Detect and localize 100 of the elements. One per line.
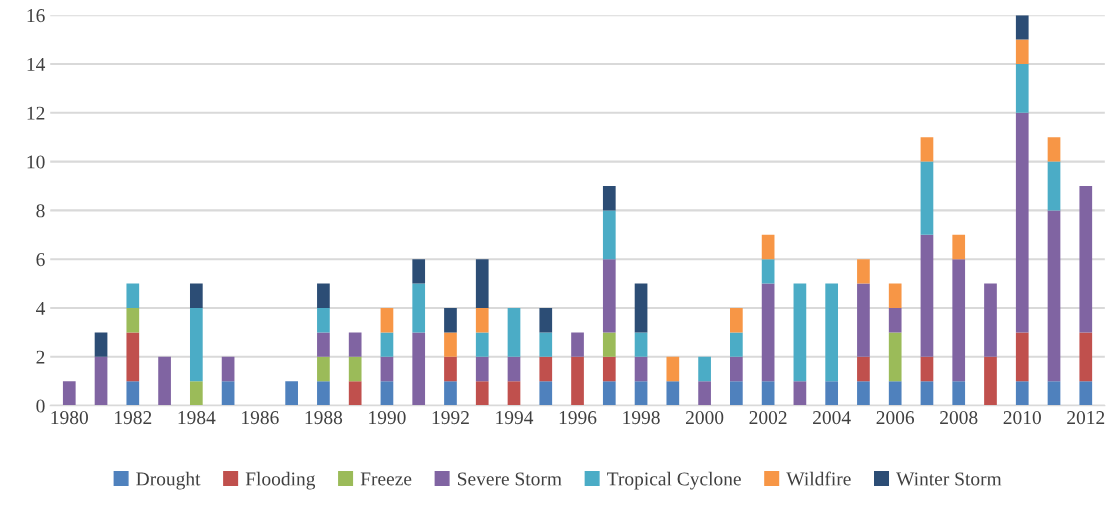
- bar: [857, 259, 870, 284]
- bar: [857, 381, 870, 406]
- bar: [1079, 186, 1093, 333]
- bar: [507, 308, 521, 357]
- bar: [825, 283, 839, 382]
- bar: [285, 381, 298, 406]
- legend-label: Severe Storm: [458, 472, 562, 486]
- y-tick-label: 16: [27, 9, 45, 23]
- bar: [126, 308, 140, 333]
- bar: [984, 283, 997, 357]
- bar: [952, 259, 966, 382]
- bar: [761, 259, 775, 284]
- bar: [317, 356, 330, 382]
- bar: [634, 356, 648, 382]
- bar: [952, 234, 966, 260]
- bar: [539, 308, 553, 333]
- bar: [602, 381, 616, 406]
- bar: [825, 381, 839, 406]
- x-tick-label: 2004: [813, 411, 851, 425]
- bar: [380, 332, 394, 357]
- bar: [888, 283, 902, 308]
- bar: [126, 332, 140, 382]
- x-tick-label: 1982: [115, 411, 152, 425]
- x-tick-label: 1996: [559, 411, 597, 425]
- x-tick-label: 1990: [369, 411, 406, 425]
- bar: [1015, 332, 1029, 382]
- bar: [920, 356, 934, 382]
- bar: [94, 332, 108, 357]
- x-tick-label: 2000: [686, 411, 724, 425]
- x-tick-label: 2008: [940, 411, 978, 425]
- y-tick-label: 10: [27, 155, 45, 169]
- bar: [126, 283, 140, 308]
- bar: [602, 332, 616, 357]
- y-tick-label: 12: [27, 106, 45, 120]
- bar: [348, 381, 362, 406]
- y-tick-label: 6: [36, 253, 45, 267]
- bar: [475, 332, 489, 357]
- bar: [221, 381, 235, 406]
- bar: [920, 381, 934, 406]
- bar: [857, 356, 870, 382]
- bar: [761, 381, 775, 406]
- bar: [444, 308, 457, 333]
- bar: [189, 381, 203, 406]
- bar: [698, 381, 711, 406]
- x-tick-label: 1984: [178, 411, 216, 425]
- bar: [1015, 381, 1029, 406]
- bar: [730, 381, 743, 406]
- bar: [634, 381, 648, 406]
- bar: [507, 356, 521, 382]
- legend-label: Winter Storm: [896, 472, 1002, 486]
- bar: [1047, 381, 1061, 406]
- legend-label: Freeze: [360, 472, 412, 486]
- bar: [1047, 137, 1061, 162]
- bar: [158, 356, 171, 406]
- bar: [920, 137, 934, 162]
- x-tick-label: 1986: [242, 411, 279, 425]
- bar: [412, 283, 426, 333]
- bar: [475, 381, 489, 406]
- bar: [475, 356, 489, 382]
- bar: [444, 356, 457, 382]
- bar: [1079, 381, 1093, 406]
- bar: [380, 356, 394, 382]
- bar: [126, 381, 140, 406]
- bar: [444, 332, 457, 357]
- bar: [857, 283, 870, 357]
- bar: [952, 381, 966, 406]
- bar: [1015, 64, 1029, 113]
- bar: [634, 283, 648, 333]
- bar: [761, 283, 775, 382]
- bar: [793, 381, 807, 406]
- bar: [380, 308, 394, 333]
- bar: [571, 356, 584, 406]
- y-tick-label: 0: [36, 399, 45, 413]
- bar: [666, 356, 680, 382]
- bar: [412, 259, 426, 284]
- bar: [920, 161, 934, 235]
- bar: [888, 308, 902, 333]
- x-tick-label: 2010: [1003, 411, 1041, 425]
- bar: [539, 356, 553, 382]
- bar: [189, 283, 203, 308]
- bar: [475, 259, 489, 308]
- bar: [1015, 39, 1029, 65]
- x-tick-label: 1998: [623, 411, 660, 425]
- x-tick-label: 1980: [51, 411, 88, 425]
- bar: [475, 308, 489, 333]
- bar: [412, 332, 426, 406]
- bar: [539, 381, 553, 406]
- bar: [761, 234, 775, 260]
- bar: [317, 283, 330, 308]
- bar: [444, 381, 457, 406]
- bar: [1047, 161, 1061, 211]
- bar: [507, 381, 521, 406]
- bar: [602, 259, 616, 333]
- bar: [793, 283, 807, 382]
- bar: [602, 186, 616, 211]
- x-tick-label: 2012: [1067, 411, 1105, 425]
- bar: [317, 308, 330, 333]
- y-tick-label: 2: [36, 350, 45, 364]
- bar: [1015, 15, 1029, 40]
- bar: [317, 332, 330, 357]
